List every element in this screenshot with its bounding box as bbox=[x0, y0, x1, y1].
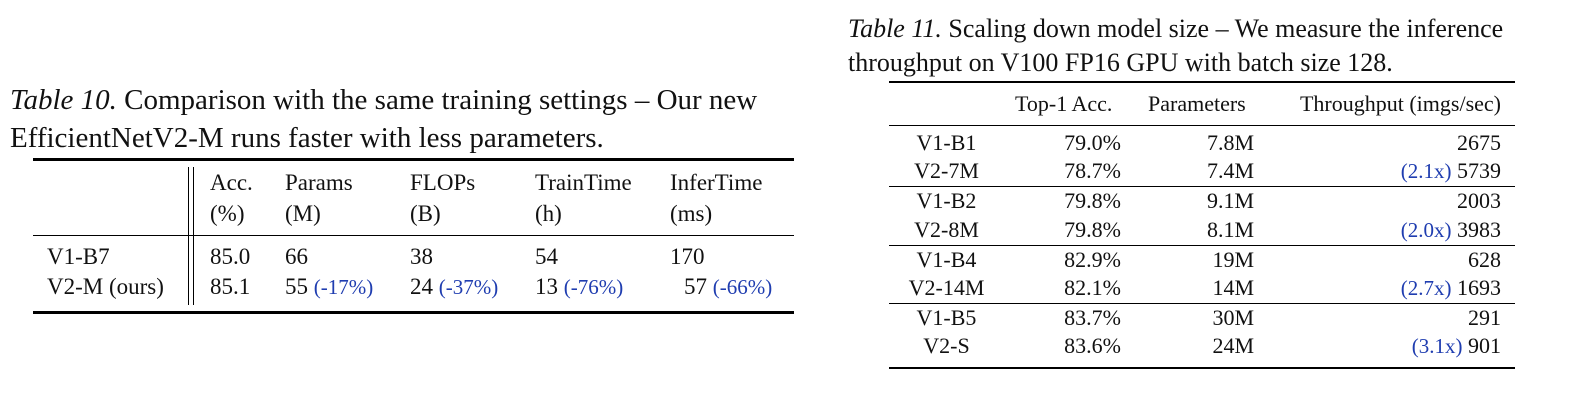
table10-row1-params: 66 bbox=[285, 244, 308, 269]
table11-header-params: Parameters bbox=[1148, 91, 1246, 116]
table10-header-infer-line1: InferTime bbox=[670, 170, 763, 195]
table10-header-flops-line2: (B) bbox=[410, 201, 441, 226]
table11-row-params: 7.4M bbox=[1206, 158, 1254, 183]
table10-row2-infer-value: 57 bbox=[684, 274, 707, 299]
table11-row-params: 30M bbox=[1212, 305, 1254, 330]
table10-row2-name: V2-M (ours) bbox=[47, 274, 164, 299]
table11-row-speedup: (2.7x) bbox=[1400, 276, 1452, 300]
table10-row1-flops: 38 bbox=[410, 244, 433, 269]
table11-row-throughput-value: 1693 bbox=[1457, 275, 1501, 300]
table11-row-throughput: 2675 bbox=[1457, 130, 1501, 156]
table11-row-acc: 79.8% bbox=[1064, 188, 1121, 213]
table10-row2-train-value: 13 bbox=[535, 274, 558, 299]
table11-group-rule bbox=[889, 245, 1515, 246]
table10-row1-infer: 170 bbox=[670, 244, 705, 269]
table11-row-throughput-value: 901 bbox=[1468, 333, 1501, 358]
table10-row2-train-delta: (-76%) bbox=[563, 275, 624, 299]
table11-row-acc: 83.6% bbox=[1064, 333, 1121, 358]
table11-row-name: V1-B2 bbox=[916, 188, 977, 213]
table11-row-throughput-value: 3983 bbox=[1457, 217, 1501, 242]
table11-row-name: V1-B4 bbox=[916, 247, 977, 272]
table10-caption-label: Table 10. bbox=[10, 84, 117, 116]
table10-row2-infer-delta: (-66%) bbox=[712, 275, 773, 299]
table11-row-acc: 83.7% bbox=[1064, 305, 1121, 330]
table10-row2-params-value: 55 bbox=[285, 274, 308, 299]
table11-header-acc: Top-1 Acc. bbox=[1015, 91, 1113, 116]
table11-header-throughput: Throughput (imgs/sec) bbox=[1299, 91, 1501, 116]
table11-row-throughput: (3.1x) 901 bbox=[1412, 333, 1501, 359]
table11-row-throughput: (2.1x) 5739 bbox=[1401, 158, 1501, 184]
table10-header-acc-line1: Acc. bbox=[210, 170, 253, 195]
table10-row1-name: V1-B7 bbox=[47, 244, 110, 269]
table10-row2-flops-delta: (-37%) bbox=[438, 275, 499, 299]
table11-row-params: 7.8M bbox=[1206, 130, 1254, 155]
table11-row-params: 9.1M bbox=[1206, 188, 1254, 213]
table10-header-params-line1: Params bbox=[285, 170, 353, 195]
table10-header-train-line2: (h) bbox=[535, 201, 562, 226]
table11-row-throughput: (2.7x) 1693 bbox=[1401, 275, 1501, 301]
table10: Acc. (%) Params (M) FLOPs (B) TrainTime … bbox=[33, 158, 794, 314]
table11-group-rule bbox=[889, 303, 1515, 304]
table11-row-speedup: (2.0x) bbox=[1400, 218, 1452, 242]
table11-row-acc: 82.1% bbox=[1064, 275, 1121, 300]
table10-row2-flops-value: 24 bbox=[410, 274, 433, 299]
table11-row-throughput-value: 2003 bbox=[1457, 188, 1501, 213]
table10-row2-params-delta: (-17%) bbox=[313, 275, 374, 299]
table11-row-throughput-value: 628 bbox=[1468, 247, 1501, 272]
table11-row-acc: 79.8% bbox=[1064, 217, 1121, 242]
table10-header-rule bbox=[33, 235, 794, 236]
table11-row-name: V2-7M bbox=[914, 158, 979, 183]
table10-header-infer-line2: (ms) bbox=[670, 201, 713, 226]
table10-header-flops-line1: FLOPs bbox=[410, 170, 476, 195]
table10-header-params-line2: (M) bbox=[285, 201, 321, 226]
table11-row-throughput-value: 2675 bbox=[1457, 130, 1501, 155]
table11-row-name: V1-B5 bbox=[916, 305, 977, 330]
table10-row1-train: 54 bbox=[535, 244, 558, 269]
table11-row-acc: 78.7% bbox=[1064, 158, 1121, 183]
table10-row1-acc: 85.0 bbox=[210, 244, 251, 269]
table11-row-params: 24M bbox=[1212, 333, 1254, 358]
table10-row2-flops: 24 (-37%) bbox=[410, 274, 498, 300]
table11-row-throughput: 628 bbox=[1468, 247, 1501, 273]
table11-row-speedup: (2.1x) bbox=[1400, 159, 1452, 183]
table11-caption: Table 11. Scaling down model size – We m… bbox=[848, 12, 1578, 80]
table11-row-throughput: (2.0x) 3983 bbox=[1401, 217, 1501, 243]
table10-caption: Table 10. Comparison with the same train… bbox=[10, 81, 850, 157]
table11-row-name: V2-14M bbox=[908, 275, 985, 300]
table11-row-speedup: (3.1x) bbox=[1411, 334, 1463, 358]
table11-row-name: V1-B1 bbox=[916, 130, 977, 155]
table11-row-acc: 79.0% bbox=[1064, 130, 1121, 155]
table10-row2-params: 55 (-17%) bbox=[285, 274, 373, 300]
table11-row-throughput-value: 291 bbox=[1468, 305, 1501, 330]
table11-row-params: 19M bbox=[1212, 247, 1254, 272]
table11-group-rule bbox=[889, 186, 1515, 187]
table11: Top-1 Acc. Parameters Throughput (imgs/s… bbox=[889, 81, 1515, 369]
table11-row-name: V2-8M bbox=[914, 217, 979, 242]
table11-row-name: V2-S bbox=[923, 333, 970, 358]
table10-header-train-line1: TrainTime bbox=[535, 170, 632, 195]
table11-header-rule bbox=[889, 125, 1515, 126]
table11-row-acc: 82.9% bbox=[1064, 247, 1121, 272]
table10-caption-text: Comparison with the same training settin… bbox=[10, 84, 758, 154]
table11-caption-text: Scaling down model size – We measure the… bbox=[848, 14, 1504, 77]
table11-row-throughput-value: 5739 bbox=[1457, 158, 1501, 183]
table11-row-params: 14M bbox=[1212, 275, 1254, 300]
table11-row-throughput: 291 bbox=[1468, 305, 1501, 331]
table10-double-rule bbox=[188, 167, 194, 305]
table11-caption-label: Table 11. bbox=[848, 14, 942, 43]
table11-row-throughput: 2003 bbox=[1457, 188, 1501, 214]
table10-row2-acc: 85.1 bbox=[210, 274, 251, 299]
table10-row2-train: 13 (-76%) bbox=[535, 274, 623, 300]
table10-row2-infer: 57 (-66%) bbox=[684, 274, 772, 300]
table10-header-acc-line2: (%) bbox=[210, 201, 245, 226]
table11-row-params: 8.1M bbox=[1206, 217, 1254, 242]
